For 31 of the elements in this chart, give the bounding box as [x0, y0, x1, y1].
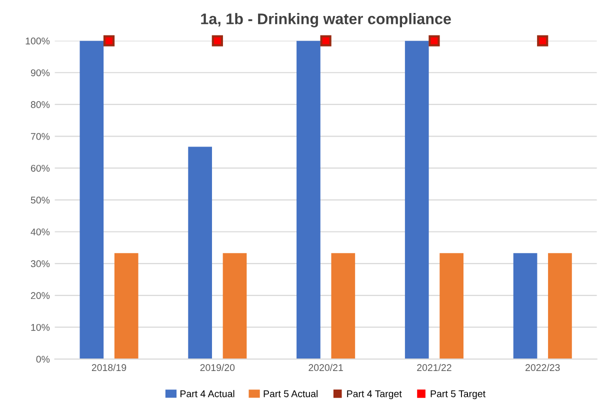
- y-tick-label: 80%: [30, 101, 50, 108]
- bar: [114, 253, 138, 360]
- x-tick-label: 2018/19: [92, 364, 126, 372]
- y-tick-label: 60%: [30, 164, 50, 172]
- x-tick-label: 2019/20: [200, 364, 235, 372]
- legend-label: Part 4 Target: [347, 390, 402, 400]
- y-tick-label: 90%: [30, 69, 50, 76]
- bar: [548, 253, 572, 360]
- y-tick-label: 20%: [30, 292, 50, 300]
- bar: [80, 40, 104, 360]
- x-tick-label: 2022/23: [526, 364, 560, 372]
- bar: [188, 146, 212, 360]
- legend-label: Part 5 Actual: [264, 390, 318, 398]
- y-tick-label: 40%: [30, 228, 50, 236]
- x-tick-label: 2021/22: [417, 364, 452, 372]
- bar: [513, 253, 538, 360]
- y-tick-label: 50%: [30, 196, 50, 204]
- y-tick-label: 70%: [30, 133, 50, 140]
- legend-label: Part 4 Actual: [180, 390, 234, 398]
- y-tick-label: 30%: [30, 260, 50, 268]
- bar: [331, 253, 356, 360]
- legend-label: Part 5 Target: [430, 390, 486, 400]
- y-tick-label: 100%: [26, 38, 50, 44]
- bar: [404, 40, 429, 360]
- y-tick-label: 10%: [31, 324, 50, 331]
- bar: [222, 253, 247, 360]
- x-tick-label: 2020/21: [308, 364, 343, 372]
- y-tick-label: 0%: [36, 356, 50, 363]
- chart-title: 1a, 1b - Drinking water compliance: [201, 13, 451, 28]
- bar: [296, 40, 320, 360]
- bar: [440, 253, 464, 360]
